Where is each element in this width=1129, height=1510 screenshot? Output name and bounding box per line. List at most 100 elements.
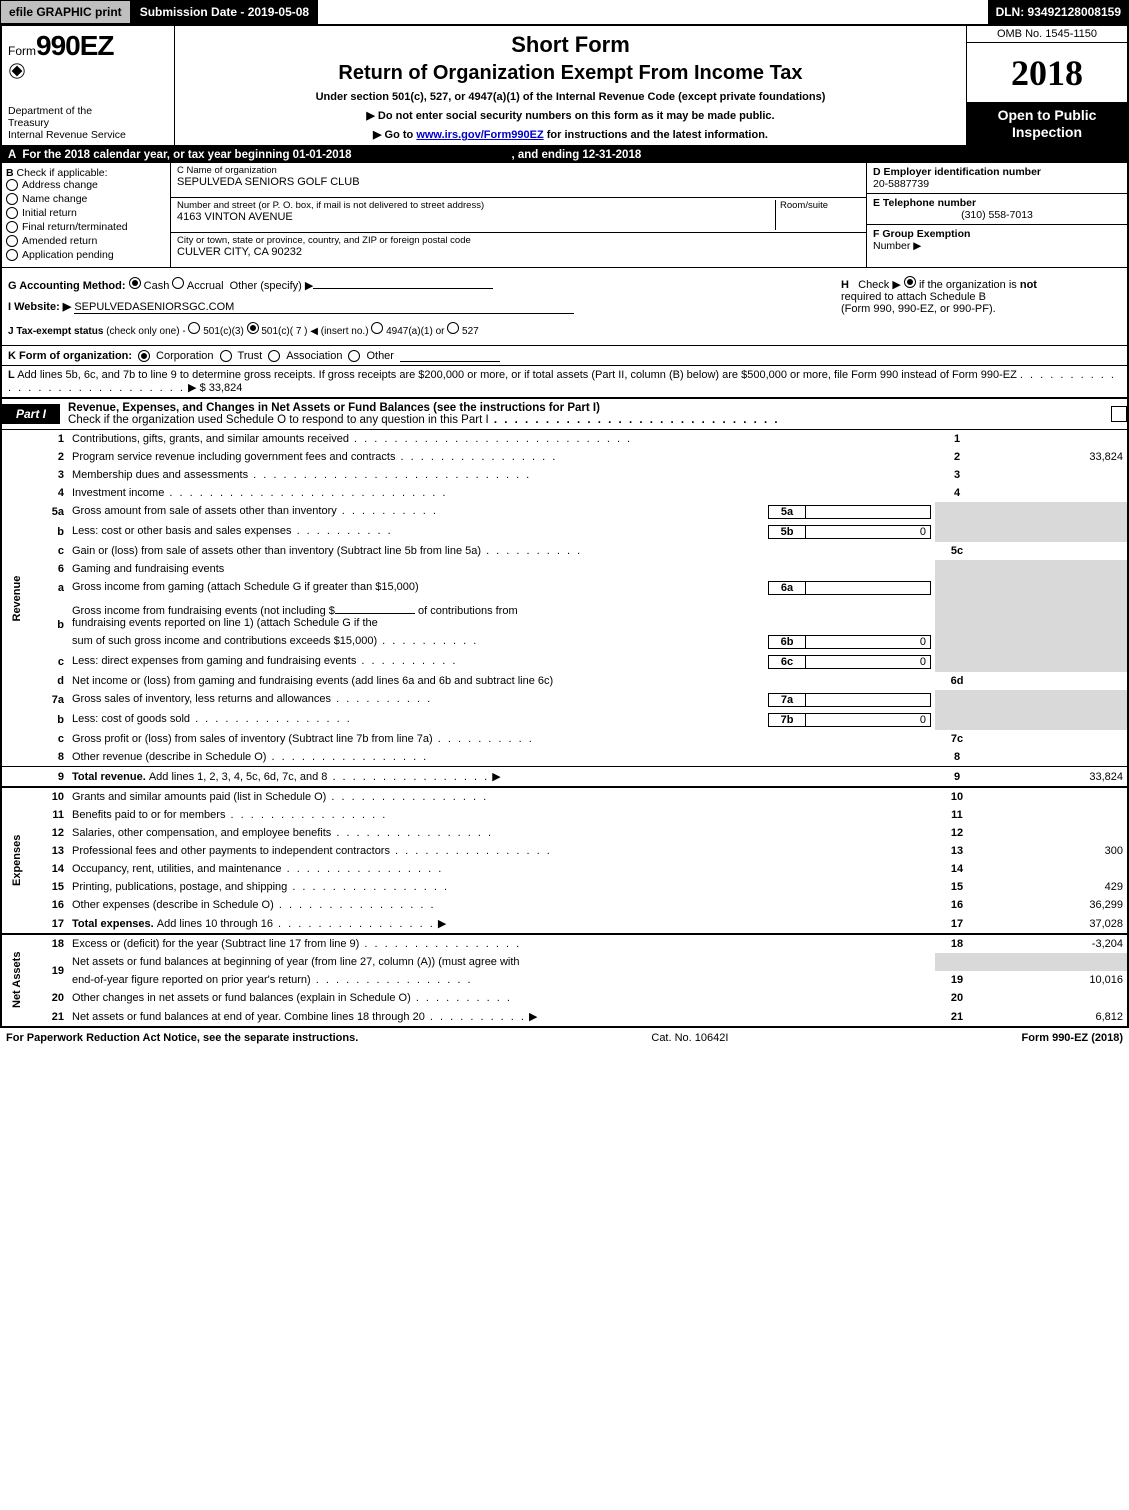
- line-7b-inner-val: 0: [806, 713, 931, 727]
- radio-527[interactable]: [447, 322, 459, 334]
- dln-label: DLN: 93492128008159: [988, 0, 1129, 24]
- radio-trust[interactable]: [220, 350, 232, 362]
- h-text3: required to attach Schedule B: [841, 291, 986, 303]
- section-j: J Tax-exempt status (check only one) - 5…: [8, 322, 829, 337]
- dots: [481, 545, 582, 557]
- radio-other-org[interactable]: [348, 350, 360, 362]
- radio-501c[interactable]: [247, 322, 259, 334]
- dept-line2: Treasury: [8, 117, 49, 129]
- section-b: B Check if applicable: Address change Na…: [2, 163, 171, 267]
- dots: [331, 827, 493, 839]
- line-2-val: 33,824: [979, 448, 1127, 466]
- h-check-text: Check ▶: [858, 279, 901, 291]
- line-6b-text2: of contributions from: [418, 605, 518, 617]
- part-1-badge: Part I: [2, 404, 60, 424]
- radio-4947[interactable]: [371, 322, 383, 334]
- radio-association[interactable]: [268, 350, 280, 362]
- ein-label: D Employer identification number: [873, 166, 1041, 178]
- form-number-big: 990EZ: [36, 30, 114, 61]
- line-5b-inner-val: 0: [806, 525, 931, 539]
- section-c: C Name of organization SEPULVEDA SENIORS…: [171, 163, 866, 267]
- efile-print-button[interactable]: efile GRAPHIC print: [0, 0, 131, 24]
- arrow-icon: [435, 918, 447, 930]
- netassets-side-label: Net Assets: [2, 934, 32, 1026]
- line-6b-text4: sum of such gross income and contributio…: [72, 635, 377, 647]
- checkbox-final-return[interactable]: [6, 221, 18, 233]
- grey-cell: [935, 560, 979, 578]
- line-num: 10: [32, 787, 68, 806]
- part-1-title-text: Revenue, Expenses, and Changes in Net As…: [68, 402, 600, 414]
- line-num: b: [32, 598, 68, 652]
- dots: [327, 771, 489, 783]
- checkbox-amended-return[interactable]: [6, 235, 18, 247]
- line-10-val: [979, 787, 1127, 806]
- part-1-title: Revenue, Expenses, and Changes in Net As…: [60, 399, 1105, 429]
- irs-form-link[interactable]: www.irs.gov/Form990EZ: [416, 129, 543, 141]
- dots: [266, 751, 428, 763]
- website-label: I Website: ▶: [8, 301, 71, 313]
- line-21-box: 21: [935, 1007, 979, 1026]
- street-value: 4163 VINTON AVENUE: [177, 211, 775, 223]
- line-6b-blank[interactable]: [335, 601, 415, 614]
- line-2-text: Program service revenue including govern…: [72, 451, 395, 463]
- footer-right: Form 990-EZ (2018): [1022, 1032, 1123, 1044]
- line-16-val: 36,299: [979, 896, 1127, 914]
- dots: [164, 487, 447, 499]
- goto-prefix: ▶ Go to: [373, 129, 416, 141]
- grey-cell: [935, 632, 979, 652]
- line-3-val: [979, 466, 1127, 484]
- checkbox-schedule-o-part1[interactable]: [1111, 406, 1127, 422]
- dots: [390, 845, 552, 857]
- checkbox-schedule-b-not-required[interactable]: [904, 276, 916, 288]
- line-14-val: [979, 860, 1127, 878]
- radio-501c3[interactable]: [188, 322, 200, 334]
- tax-exempt-suffix: (check only one) -: [106, 326, 185, 337]
- accounting-method-label: G Accounting Method:: [8, 280, 126, 292]
- dept-line3: Internal Revenue Service: [8, 129, 126, 141]
- line-num: 21: [32, 1007, 68, 1026]
- ein-value: 20-5887739: [873, 178, 929, 190]
- line-18-val: -3,204: [979, 934, 1127, 953]
- line-num: 15: [32, 878, 68, 896]
- line-11-val: [979, 806, 1127, 824]
- label-corporation: Corporation: [156, 350, 213, 362]
- line-15-val: 429: [979, 878, 1127, 896]
- other-org-input[interactable]: [400, 349, 500, 362]
- label-address-change: Address change: [22, 179, 98, 191]
- line-14-text: Occupancy, rent, utilities, and maintena…: [72, 863, 282, 875]
- dots: [411, 992, 512, 1004]
- line-6d-text: Net income or (loss) from gaming and fun…: [72, 675, 553, 687]
- dots: [395, 451, 557, 463]
- line-num: 19: [32, 953, 68, 989]
- other-specify-input[interactable]: [313, 276, 493, 289]
- line-num: d: [32, 672, 68, 690]
- line-11-box: 11: [935, 806, 979, 824]
- label-other-org: Other: [366, 350, 394, 362]
- return-title: Return of Organization Exempt From Incom…: [185, 62, 956, 85]
- checkbox-name-change[interactable]: [6, 193, 18, 205]
- group-exemption-number-label: Number ▶: [873, 240, 921, 252]
- expenses-side-label: Expenses: [2, 787, 32, 934]
- goto-suffix: for instructions and the latest informat…: [544, 129, 768, 141]
- grey-cell: [979, 598, 1127, 632]
- radio-cash[interactable]: [129, 277, 141, 289]
- line-num: b: [32, 710, 68, 730]
- dots: [349, 433, 632, 445]
- line-19-val: 10,016: [979, 971, 1127, 989]
- checkbox-initial-return[interactable]: [6, 207, 18, 219]
- radio-corporation[interactable]: [138, 350, 150, 362]
- line-5a-box-grey: [935, 502, 979, 522]
- label-application-pending: Application pending: [22, 249, 114, 261]
- label-amended-return: Amended return: [22, 235, 97, 247]
- checkbox-address-change[interactable]: [6, 179, 18, 191]
- submission-date-button[interactable]: Submission Date - 2019-05-08: [131, 0, 318, 24]
- line-19-box: 19: [935, 971, 979, 989]
- label-initial-return: Initial return: [22, 207, 77, 219]
- section-h: H Check ▶ if the organization is not req…: [835, 268, 1127, 345]
- line-9-val: 33,824: [979, 767, 1127, 788]
- radio-accrual[interactable]: [172, 277, 184, 289]
- row-a-right: , and ending 12-31-2018: [512, 149, 642, 161]
- checkbox-application-pending[interactable]: [6, 249, 18, 261]
- line-5a-val-grey: [979, 502, 1127, 522]
- dots: [248, 469, 531, 481]
